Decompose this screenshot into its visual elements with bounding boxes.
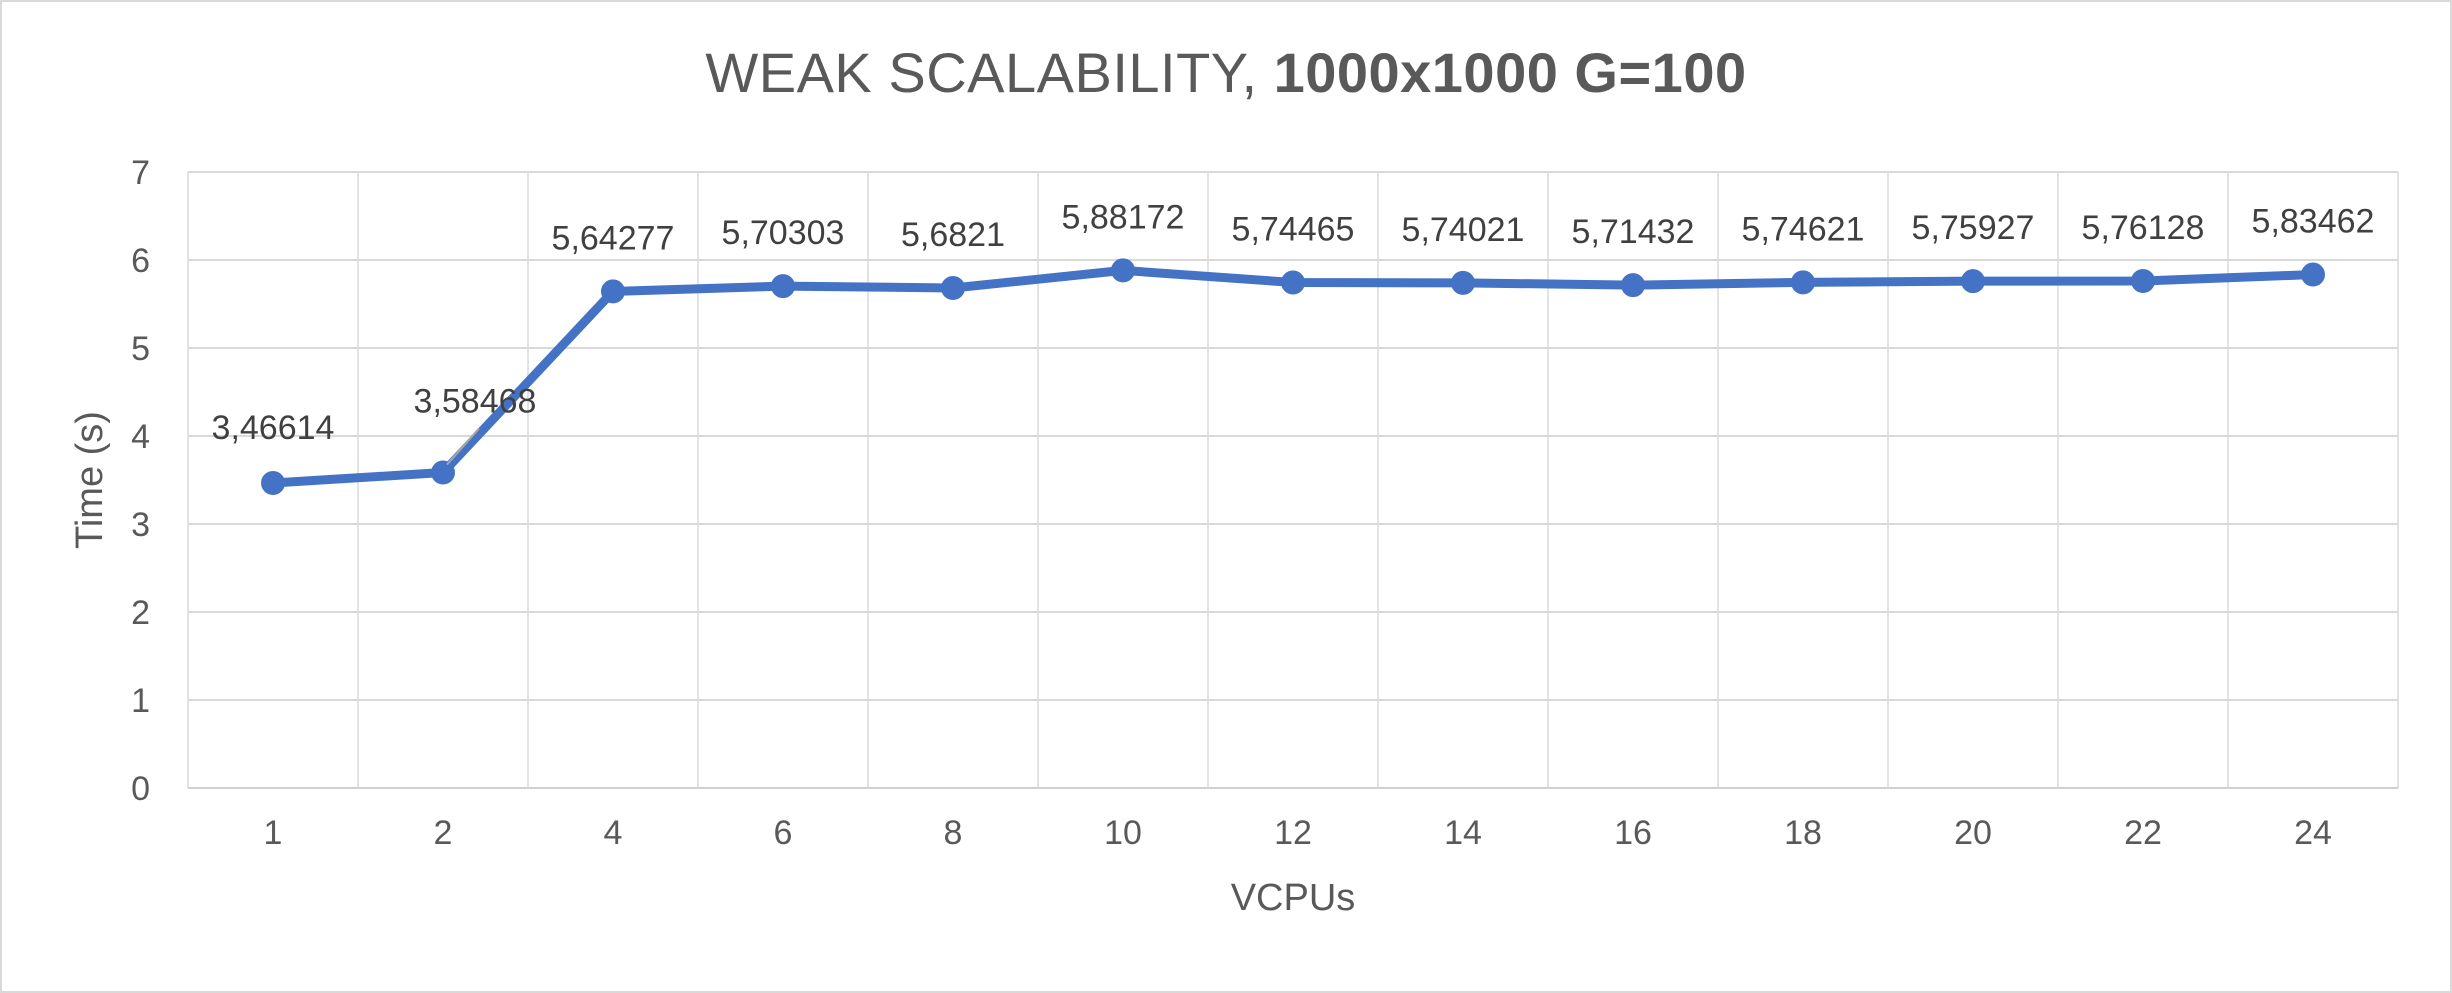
y-tick-label: 5 bbox=[131, 330, 150, 368]
x-tick-label: 4 bbox=[604, 814, 623, 852]
data-point bbox=[2131, 269, 2155, 294]
data-point bbox=[1791, 270, 1815, 295]
chart-title: WEAK SCALABILITY, 1000x1000 G=100 bbox=[2, 40, 2450, 105]
y-tick-label: 2 bbox=[131, 594, 150, 632]
x-tick-label: 24 bbox=[2294, 814, 2332, 852]
x-tick-label: 18 bbox=[1784, 814, 1822, 852]
y-axis-title: Time (s) bbox=[69, 411, 111, 549]
data-point bbox=[431, 460, 455, 485]
data-point bbox=[261, 470, 285, 495]
x-tick-label: 16 bbox=[1614, 814, 1652, 852]
data-label: 3,46614 bbox=[212, 409, 335, 447]
data-label: 5,6821 bbox=[901, 216, 1005, 254]
data-label: 5,74621 bbox=[1742, 210, 1865, 248]
data-point bbox=[941, 275, 965, 300]
data-point bbox=[1111, 258, 1135, 283]
x-tick-label: 6 bbox=[774, 814, 793, 852]
data-point bbox=[771, 274, 795, 299]
chart-title-regular: WEAK SCALABILITY, bbox=[705, 41, 1274, 104]
data-label-leader-line bbox=[446, 427, 480, 466]
data-label: 5,74021 bbox=[1402, 211, 1525, 249]
x-tick-label: 14 bbox=[1444, 814, 1482, 852]
x-axis-title: VCPUs bbox=[1231, 877, 1356, 919]
y-tick-label: 7 bbox=[131, 154, 150, 192]
data-label: 5,74465 bbox=[1232, 210, 1355, 248]
data-point bbox=[1281, 270, 1305, 295]
x-tick-label: 8 bbox=[944, 814, 963, 852]
data-point bbox=[2301, 262, 2325, 287]
data-label: 5,76128 bbox=[2082, 209, 2205, 247]
y-tick-label: 3 bbox=[131, 506, 150, 544]
x-tick-label: 1 bbox=[264, 814, 283, 852]
data-label: 5,70303 bbox=[722, 214, 845, 252]
x-tick-label: 10 bbox=[1104, 814, 1142, 852]
y-tick-label: 6 bbox=[131, 242, 150, 280]
x-tick-label: 12 bbox=[1274, 814, 1312, 852]
data-label: 3,58468 bbox=[414, 383, 537, 421]
chart-title-bold: 1000x1000 G=100 bbox=[1273, 41, 1747, 104]
data-point bbox=[601, 279, 625, 304]
y-tick-label: 1 bbox=[131, 682, 150, 720]
data-label: 5,71432 bbox=[1572, 213, 1695, 251]
y-tick-label: 4 bbox=[131, 418, 150, 456]
data-point bbox=[1961, 269, 1985, 294]
data-point bbox=[1451, 270, 1475, 295]
data-label: 5,88172 bbox=[1062, 198, 1185, 236]
x-tick-label: 20 bbox=[1954, 814, 1992, 852]
data-label: 5,83462 bbox=[2252, 203, 2375, 241]
x-tick-label: 2 bbox=[434, 814, 453, 852]
data-label: 5,75927 bbox=[1912, 209, 2035, 247]
data-point bbox=[1621, 273, 1645, 298]
y-tick-label: 0 bbox=[131, 770, 150, 808]
x-tick-label: 22 bbox=[2124, 814, 2162, 852]
series-line bbox=[268, 265, 2318, 488]
data-label: 5,64277 bbox=[552, 219, 675, 257]
